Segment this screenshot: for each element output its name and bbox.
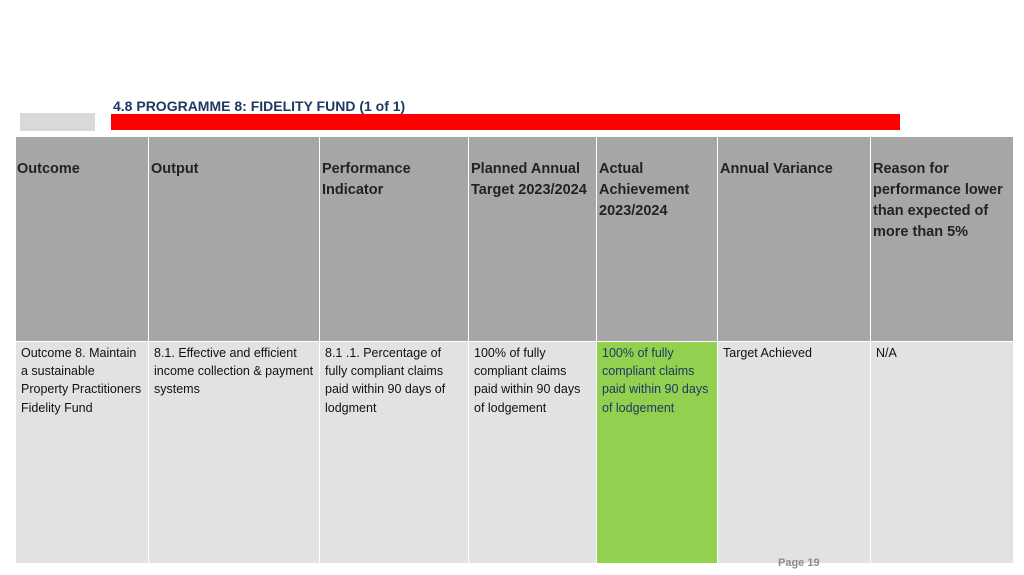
- table-header-row: Outcome Output Performance Indicator Pla…: [15, 136, 1014, 342]
- grey-label-block: [20, 113, 95, 131]
- page-number: Page 19: [778, 557, 820, 569]
- cell-performance-indicator: 8.1 .1. Percentage of fully compliant cl…: [319, 341, 469, 564]
- cell-reason: N/A: [870, 341, 1014, 564]
- cell-outcome: Outcome 8. Maintain a sustainable Proper…: [15, 341, 149, 564]
- performance-table: Outcome Output Performance Indicator Pla…: [15, 136, 1014, 564]
- header-annual-variance: Annual Variance: [717, 136, 871, 342]
- page-title: 4.8 PROGRAMME 8: FIDELITY FUND (1 of 1): [113, 98, 406, 114]
- cell-annual-variance: Target Achieved: [717, 341, 871, 564]
- table-row: Outcome 8. Maintain a sustainable Proper…: [15, 341, 1014, 564]
- cell-planned-target: 100% of fully compliant claims paid with…: [468, 341, 597, 564]
- header-output: Output: [148, 136, 320, 342]
- header-actual-achievement: Actual Achievement 2023/2024: [596, 136, 718, 342]
- cell-actual-achievement: 100% of fully compliant claims paid with…: [596, 341, 718, 564]
- header-outcome: Outcome: [15, 136, 149, 342]
- header-reason: Reason for performance lower than expect…: [870, 136, 1014, 342]
- cell-output: 8.1. Effective and efficient income coll…: [148, 341, 320, 564]
- header-planned-target: Planned Annual Target 2023/2024: [468, 136, 597, 342]
- header-performance-indicator: Performance Indicator: [319, 136, 469, 342]
- title-accent-bar: [111, 114, 900, 130]
